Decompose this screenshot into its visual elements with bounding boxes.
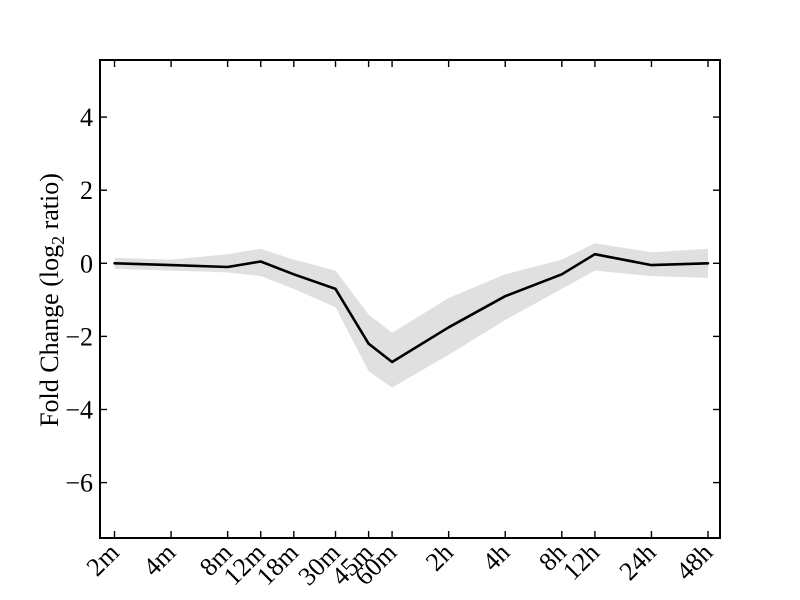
- x-tick-label: 24h: [614, 538, 662, 586]
- x-tick-label: 2h: [420, 538, 459, 577]
- y-axis-label: Fold Change (log2 ratio): [35, 173, 68, 427]
- x-tick-label: 2m: [81, 538, 125, 582]
- y-axis-ticks: 4 2 0 −2 −4 −6: [65, 103, 720, 498]
- y-tick-label: 4: [80, 103, 93, 132]
- y-tick-label: −4: [65, 396, 93, 425]
- x-tick-label: 12h: [557, 538, 605, 586]
- confidence-band: [114, 243, 708, 388]
- x-tick-label: 18m: [251, 538, 304, 591]
- x-tick-label: 4h: [477, 538, 516, 577]
- y-tick-label: −6: [65, 469, 93, 498]
- x-tick-label: 48h: [670, 538, 718, 586]
- y-tick-label: −2: [65, 322, 93, 351]
- plot-area-border: [99, 59, 721, 539]
- y-tick-label: 2: [80, 176, 93, 205]
- data-line: [113, 252, 710, 364]
- x-tick-label: 4m: [137, 538, 181, 582]
- y-tick-label: 0: [80, 249, 93, 278]
